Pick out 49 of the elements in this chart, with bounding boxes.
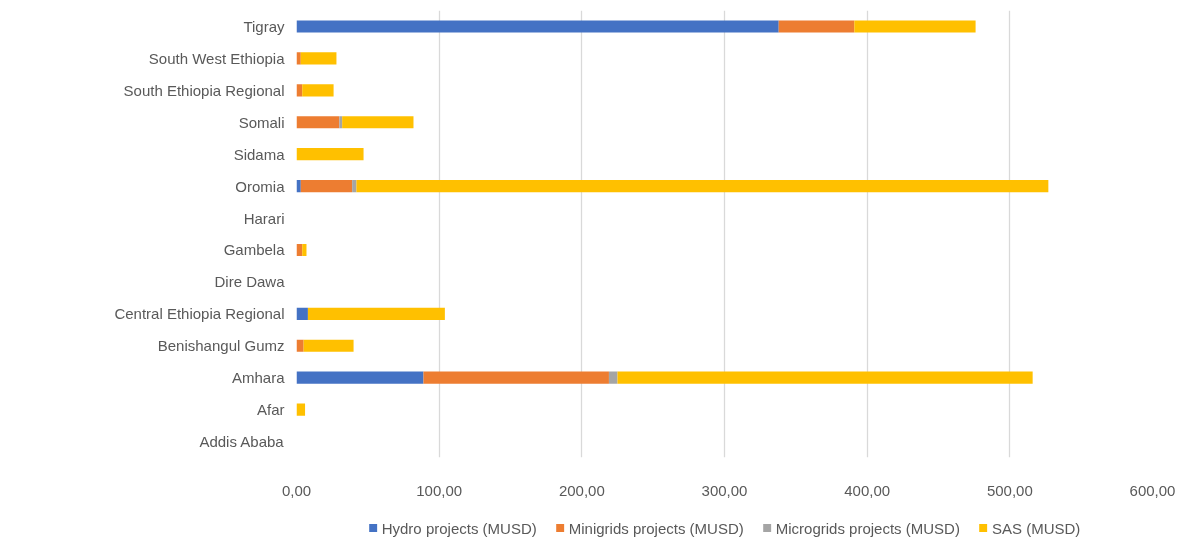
x-tick-label: 100,00 bbox=[416, 481, 463, 499]
bar bbox=[302, 243, 307, 257]
y-tick-label: Oromia bbox=[235, 177, 286, 195]
bar bbox=[300, 180, 353, 193]
bar bbox=[296, 371, 424, 384]
y-tick-label: Central Ethiopia Regional bbox=[114, 305, 285, 323]
legend-label: Microgrids projects (MUSD) bbox=[775, 519, 960, 536]
bar bbox=[300, 52, 337, 65]
bar bbox=[302, 84, 334, 97]
legend-label: Hydro projects (MUSD) bbox=[381, 519, 537, 536]
y-tick-label: Addis Ababa bbox=[199, 433, 285, 451]
legend-label: Minigrids projects (MUSD) bbox=[568, 519, 744, 536]
bar bbox=[423, 371, 609, 384]
bar bbox=[296, 403, 306, 416]
y-tick-label: Harari bbox=[243, 209, 285, 227]
x-tick-label: 500,00 bbox=[986, 481, 1033, 499]
bar bbox=[608, 371, 618, 384]
bar bbox=[352, 180, 357, 193]
legend-label: SAS (MUSD) bbox=[991, 519, 1081, 536]
y-tick-label: Dire Dawa bbox=[214, 273, 286, 291]
bar bbox=[296, 148, 364, 161]
y-tick-label: Sidama bbox=[233, 145, 286, 163]
y-tick-label: Tigray bbox=[243, 17, 285, 35]
bar bbox=[339, 116, 343, 129]
y-tick-label: Somali bbox=[238, 113, 285, 131]
bar bbox=[778, 20, 855, 33]
y-tick-label: Amhara bbox=[231, 369, 286, 387]
x-tick-label: 600,00 bbox=[1129, 481, 1176, 499]
bar bbox=[356, 180, 1049, 193]
y-tick-label: Afar bbox=[256, 401, 285, 419]
bar bbox=[296, 116, 340, 129]
y-tick-label: Gambela bbox=[223, 241, 286, 259]
bar bbox=[296, 52, 301, 65]
y-tick-label: South Ethiopia Regional bbox=[123, 81, 285, 99]
x-tick-label: 200,00 bbox=[558, 481, 605, 499]
bar bbox=[617, 371, 1033, 384]
bar bbox=[296, 339, 304, 352]
bar bbox=[296, 20, 779, 33]
bar bbox=[296, 180, 301, 193]
x-tick-label: 400,00 bbox=[844, 481, 891, 499]
y-tick-label: Benishangul Gumz bbox=[157, 337, 285, 355]
bar bbox=[303, 339, 354, 352]
x-tick-label: 0,00 bbox=[281, 481, 312, 499]
bar bbox=[307, 307, 445, 320]
x-tick-label: 300,00 bbox=[701, 481, 748, 499]
bar bbox=[342, 116, 414, 129]
y-tick-label: South West Ethiopia bbox=[148, 49, 286, 67]
bar bbox=[296, 307, 308, 320]
bar bbox=[854, 20, 976, 33]
